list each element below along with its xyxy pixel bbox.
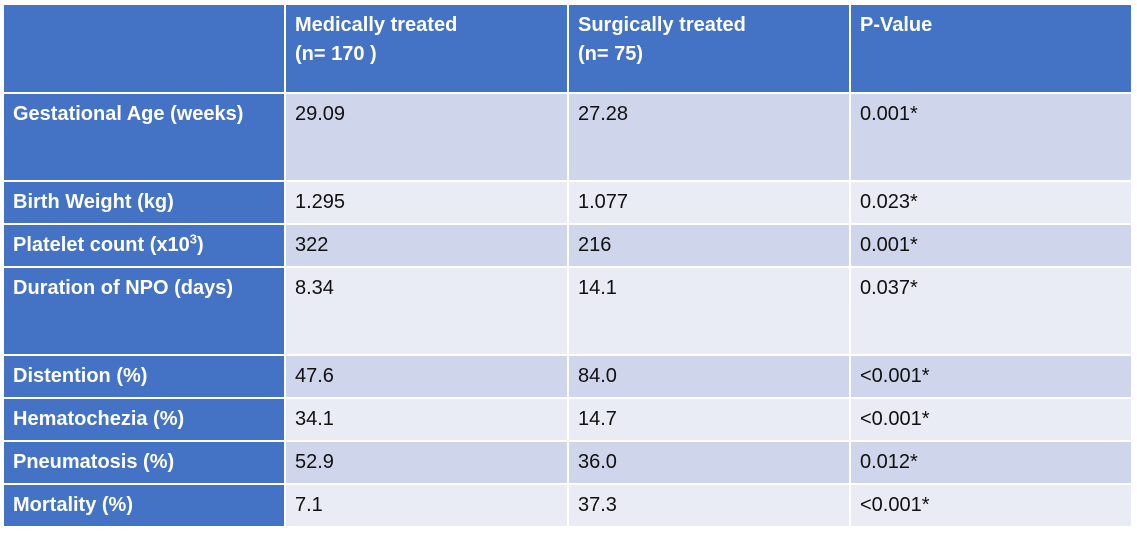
p-value: 0.012*: [849, 440, 1133, 485]
header-medically-treated-label: Medically treated: [295, 14, 458, 36]
p-value: <0.001*: [849, 354, 1133, 399]
medical-value: 47.6: [284, 354, 569, 399]
medical-value: 52.9: [284, 440, 569, 485]
p-value: 0.001*: [849, 92, 1133, 182]
p-value: <0.001*: [849, 483, 1133, 528]
header-medically-treated-count: (n= 170 ): [295, 43, 377, 65]
surgical-value: 36.0: [567, 440, 851, 485]
row-label: Distention (%): [2, 354, 286, 399]
row-label: Hematochezia (%): [2, 397, 286, 442]
row-label-text: Platelet count (x10: [13, 234, 190, 256]
header-surgically-treated: Surgically treated (n= 75): [567, 3, 851, 94]
surgical-value: 37.3: [567, 483, 851, 528]
row-label: Birth Weight (kg): [2, 180, 286, 225]
p-value: 0.001*: [849, 223, 1133, 268]
table-row: Pneumatosis (%) 52.9 36.0 0.012*: [2, 440, 1133, 485]
header-medically-treated: Medically treated (n= 170 ): [284, 3, 569, 94]
header-surgically-treated-count: (n= 75): [578, 43, 644, 65]
surgical-value: 14.1: [567, 266, 851, 356]
comparison-table: Medically treated (n= 170 ) Surgically t…: [2, 3, 1133, 528]
medical-value: 29.09: [284, 92, 569, 182]
row-label: Pneumatosis (%): [2, 440, 286, 485]
medical-value: 34.1: [284, 397, 569, 442]
surgical-value: 14.7: [567, 397, 851, 442]
medical-value: 7.1: [284, 483, 569, 528]
surgical-value: 27.28: [567, 92, 851, 182]
header-p-value: P-Value: [849, 3, 1133, 94]
row-label: Gestational Age (weeks): [2, 92, 286, 182]
table-row: Duration of NPO (days) 8.34 14.1 0.037*: [2, 266, 1133, 356]
medical-value: 1.295: [284, 180, 569, 225]
table-row: Mortality (%) 7.1 37.3 <0.001*: [2, 483, 1133, 528]
medical-value: 8.34: [284, 266, 569, 356]
p-value: 0.023*: [849, 180, 1133, 225]
table-row: Birth Weight (kg) 1.295 1.077 0.023*: [2, 180, 1133, 225]
row-label-platelet: Platelet count (x103): [2, 223, 286, 268]
row-label-superscript: 3: [189, 231, 197, 247]
p-value: <0.001*: [849, 397, 1133, 442]
table-row: Hematochezia (%) 34.1 14.7 <0.001*: [2, 397, 1133, 442]
row-label-suffix: ): [196, 234, 204, 256]
table-header-row: Medically treated (n= 170 ) Surgically t…: [2, 3, 1133, 94]
p-value: 0.037*: [849, 266, 1133, 356]
header-surgically-treated-label: Surgically treated: [578, 14, 746, 36]
row-label: Mortality (%): [2, 483, 286, 528]
medical-value: 322: [284, 223, 569, 268]
surgical-value: 84.0: [567, 354, 851, 399]
row-label: Duration of NPO (days): [2, 266, 286, 356]
table-row: Platelet count (x103) 322 216 0.001*: [2, 223, 1133, 268]
table-row: Gestational Age (weeks) 29.09 27.28 0.00…: [2, 92, 1133, 182]
table-row: Distention (%) 47.6 84.0 <0.001*: [2, 354, 1133, 399]
surgical-value: 1.077: [567, 180, 851, 225]
surgical-value: 216: [567, 223, 851, 268]
header-empty-cell: [2, 3, 286, 94]
